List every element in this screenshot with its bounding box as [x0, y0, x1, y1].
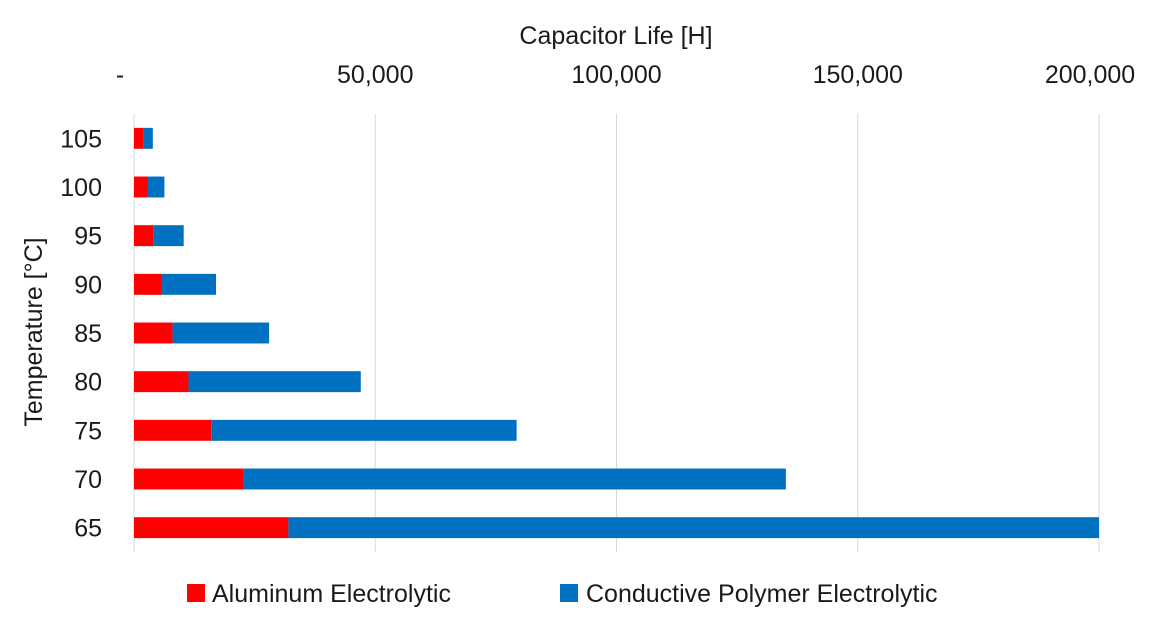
bar-polymer — [211, 419, 517, 441]
bar-polymer — [172, 322, 270, 344]
bar-aluminum — [134, 517, 289, 539]
y-tick-label: 90 — [74, 271, 102, 299]
legend: Aluminum Electrolytic Conductive Polymer… — [187, 580, 938, 608]
legend-label-polymer: Conductive Polymer Electrolytic — [586, 580, 938, 608]
bar-polymer — [147, 176, 165, 198]
y-tick-label: 100 — [60, 174, 102, 202]
bar-aluminum — [134, 419, 212, 441]
x-tick-label: 150,000 — [813, 61, 903, 89]
y-tick-label: 95 — [74, 223, 102, 251]
bar-polymer — [188, 371, 361, 393]
bar-polymer — [143, 127, 153, 149]
y-tick-label: 75 — [74, 417, 102, 445]
bar-aluminum — [134, 273, 162, 295]
bar-polymer — [288, 517, 1099, 539]
bar-aluminum — [134, 468, 244, 490]
y-axis-ticks: 105 100 95 90 85 80 75 70 65 — [60, 125, 102, 542]
x-axis-ticks: - 50,000 100,000 150,000 200,000 — [116, 61, 1135, 89]
y-axis-title: Temperature [°C] — [20, 237, 48, 426]
bar-aluminum — [134, 127, 144, 149]
legend-swatch-aluminum — [187, 584, 205, 602]
x-tick-label: 200,000 — [1045, 61, 1135, 89]
bars — [134, 127, 1099, 539]
y-tick-label: 65 — [74, 515, 102, 543]
bar-polymer — [243, 468, 786, 490]
bar-aluminum — [134, 176, 148, 198]
y-tick-label: 80 — [74, 369, 102, 397]
y-tick-label: 70 — [74, 466, 102, 494]
x-tick-label: 50,000 — [337, 61, 413, 89]
y-tick-label: 105 — [60, 125, 102, 153]
bar-aluminum — [134, 322, 173, 344]
legend-swatch-polymer — [560, 584, 578, 602]
x-tick-label: 100,000 — [571, 61, 661, 89]
bar-aluminum — [134, 371, 189, 393]
x-tick-label: - — [116, 61, 124, 89]
legend-label-aluminum: Aluminum Electrolytic — [212, 580, 451, 608]
y-tick-label: 85 — [74, 320, 102, 348]
bar-polymer — [153, 225, 184, 247]
x-axis-title: Capacitor Life [H] — [519, 22, 712, 50]
bar-polymer — [161, 273, 217, 295]
bar-aluminum — [134, 225, 154, 247]
